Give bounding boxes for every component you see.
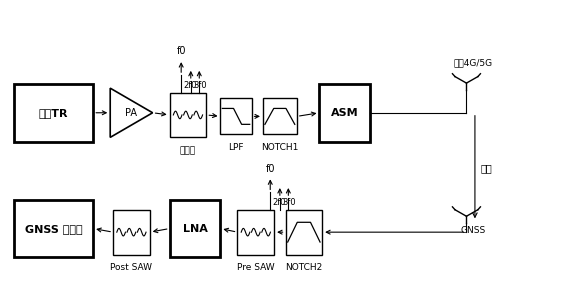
Text: 2f0: 2f0 — [272, 198, 286, 207]
Text: NOTCH2: NOTCH2 — [286, 263, 323, 272]
Text: 3f0: 3f0 — [283, 198, 296, 207]
Text: GNSS: GNSS — [461, 226, 486, 235]
Text: NOTCH1: NOTCH1 — [261, 143, 299, 152]
Text: GNSS 接收机: GNSS 接收机 — [25, 224, 82, 234]
FancyBboxPatch shape — [319, 84, 371, 142]
FancyBboxPatch shape — [113, 210, 150, 255]
FancyBboxPatch shape — [263, 98, 297, 135]
Text: ASM: ASM — [331, 108, 359, 118]
FancyBboxPatch shape — [286, 210, 322, 255]
Text: LPF: LPF — [228, 143, 244, 152]
Text: 3f0: 3f0 — [194, 81, 207, 90]
Text: PA: PA — [126, 108, 138, 118]
Text: 双工器: 双工器 — [180, 146, 196, 155]
Text: LNA: LNA — [183, 224, 207, 234]
Text: 2f0: 2f0 — [183, 81, 196, 90]
FancyBboxPatch shape — [170, 200, 220, 258]
FancyBboxPatch shape — [170, 93, 206, 137]
FancyBboxPatch shape — [14, 200, 93, 258]
Text: f0: f0 — [176, 46, 186, 56]
Text: 蜂窝TR: 蜂窝TR — [39, 108, 69, 118]
Text: Pre SAW: Pre SAW — [237, 263, 275, 272]
FancyBboxPatch shape — [238, 210, 274, 255]
Text: 蜂窝4G/5G: 蜂窝4G/5G — [454, 58, 493, 67]
FancyBboxPatch shape — [220, 98, 252, 135]
Text: 干扰: 干扰 — [481, 163, 492, 173]
FancyBboxPatch shape — [14, 84, 93, 142]
Text: f0: f0 — [266, 163, 275, 173]
Text: Post SAW: Post SAW — [110, 263, 152, 272]
